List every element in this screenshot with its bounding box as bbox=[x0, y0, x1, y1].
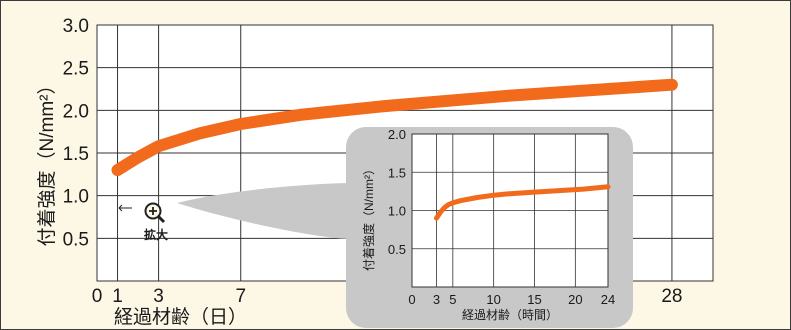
zoom-in-icon[interactable] bbox=[144, 202, 166, 224]
inset-x-tick-label: 0 bbox=[408, 292, 415, 307]
main-y-tick-label: 2.0 bbox=[63, 101, 89, 122]
inset-chart-grid bbox=[412, 133, 609, 287]
main-x-tick-label: 3 bbox=[153, 286, 164, 307]
zoom-annotation: 拡大 bbox=[118, 202, 168, 242]
inset-x-tick-label: 15 bbox=[527, 292, 541, 307]
zoom-callout-wedge bbox=[177, 183, 353, 239]
main-y-tick-label: 1.0 bbox=[63, 187, 89, 208]
inset-x-tick-label: 5 bbox=[449, 292, 456, 307]
main-x-tick-label: 1 bbox=[112, 286, 123, 307]
inset-chart-tick-labels: 0.5 1.0 1.5 2.0 0 3 5 10 15 20 24 bbox=[388, 127, 615, 307]
main-y-tick-label: 0.5 bbox=[63, 229, 89, 250]
inset-y-axis-label: 付着強度（N/mm²） bbox=[361, 163, 376, 271]
main-x-tick-label: 0 bbox=[92, 286, 103, 307]
inset-x-tick-label: 20 bbox=[568, 292, 582, 307]
zoom-label: 拡大 bbox=[144, 227, 168, 242]
main-y-axis-label: 付着強度（N/mm²） bbox=[36, 76, 58, 247]
inset-y-tick-label: 0.5 bbox=[388, 242, 406, 257]
main-x-tick-label: 28 bbox=[661, 286, 682, 307]
inset-x-tick-label: 24 bbox=[601, 292, 615, 307]
inset-y-tick-label: 1.0 bbox=[388, 204, 406, 219]
main-chart-tick-labels: 0.51.01.52.02.53.00 1 3 7 28 bbox=[63, 16, 683, 307]
main-y-tick-label: 1.5 bbox=[63, 144, 89, 165]
inset-y-tick-label: 1.5 bbox=[388, 165, 406, 180]
main-y-tick-label: 2.5 bbox=[63, 59, 89, 80]
inset-panel: 0.5 1.0 1.5 2.0 0 3 5 10 15 20 24 付着強度（N/mm²） 経過材齢… bbox=[346, 127, 633, 328]
inset-x-tick-label: 3 bbox=[433, 292, 440, 307]
main-y-tick-label: 3.0 bbox=[63, 16, 89, 37]
main-x-tick-label: 7 bbox=[235, 286, 246, 307]
main-chart-series bbox=[111, 78, 678, 177]
inset-y-tick-label: 2.0 bbox=[388, 127, 406, 142]
inset-x-axis-label: 経過材齢（時間） bbox=[462, 307, 558, 322]
main-x-axis-label: 経過材齢（日） bbox=[114, 306, 247, 328]
inset-x-tick-label: 10 bbox=[486, 292, 500, 307]
inset-chart-series bbox=[434, 184, 611, 221]
